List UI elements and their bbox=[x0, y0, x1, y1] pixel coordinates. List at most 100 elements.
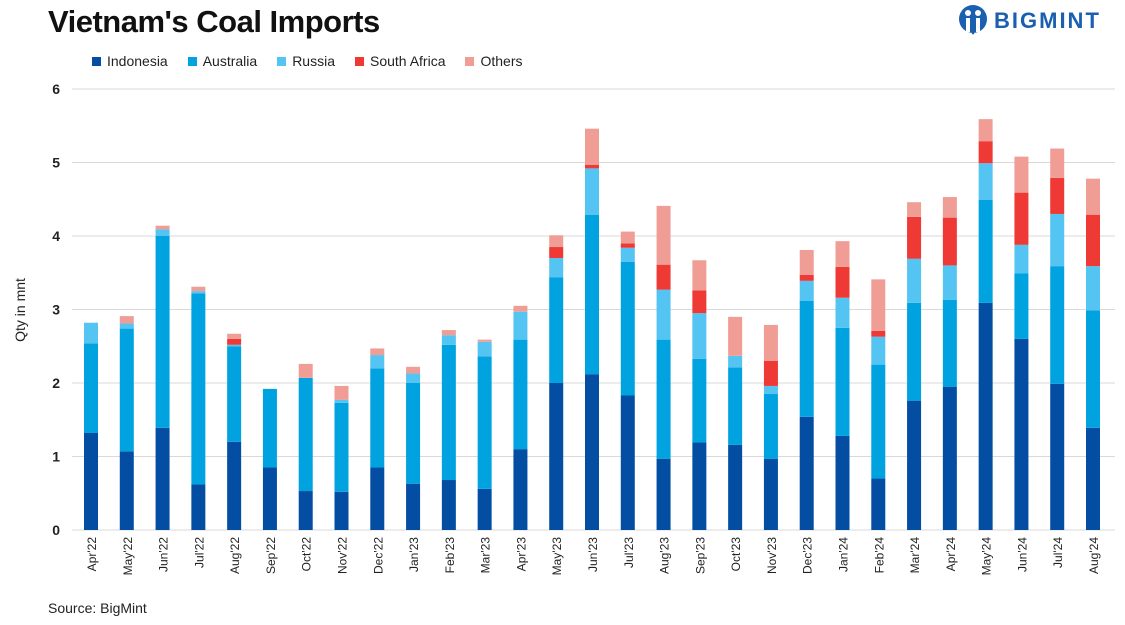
bar-segment-indonesia bbox=[370, 467, 385, 530]
x-tick-label: Nov'22 bbox=[336, 537, 350, 574]
bar-segment-others bbox=[298, 363, 313, 378]
bar-segment-australia bbox=[763, 394, 778, 459]
bar-segment-australia bbox=[871, 364, 886, 479]
x-tick-label: Apr'24 bbox=[944, 537, 958, 572]
bigmint-logo-icon bbox=[959, 5, 987, 35]
bar-segment-indonesia bbox=[728, 444, 743, 530]
bar-segment-australia bbox=[620, 261, 635, 396]
bar-segment-australia bbox=[728, 367, 743, 445]
bar-segment-others bbox=[1086, 178, 1100, 215]
x-tick-label: Jul'23 bbox=[622, 537, 636, 568]
legend-label: Russia bbox=[292, 53, 335, 69]
bar-segment-others bbox=[728, 316, 743, 356]
bar-segment-russia bbox=[334, 399, 349, 403]
bar-segment-indonesia bbox=[835, 435, 850, 530]
bar-segment-russia bbox=[763, 385, 778, 395]
x-tick-label: Apr'22 bbox=[85, 537, 99, 572]
bar-segment-others bbox=[835, 241, 850, 267]
bar-segment-australia bbox=[835, 327, 850, 436]
x-tick-label: May'24 bbox=[980, 537, 994, 576]
bar-segment-indonesia bbox=[406, 483, 421, 530]
bar-segment-others bbox=[1014, 156, 1029, 193]
bar-segment-russia bbox=[907, 258, 922, 303]
bar-segment-south-africa bbox=[549, 247, 564, 259]
legend-item-others: Others bbox=[465, 53, 523, 69]
legend-item-russia: Russia bbox=[277, 53, 335, 69]
bar-segment-others bbox=[620, 231, 635, 244]
bar-segment-south-africa bbox=[656, 264, 671, 290]
x-tick-label: Apr'23 bbox=[514, 537, 528, 572]
bar-segment-indonesia bbox=[227, 441, 242, 530]
x-tick-label: Mar'24 bbox=[908, 537, 922, 574]
x-tick-label: Mar'23 bbox=[479, 537, 493, 574]
x-tick-label: Oct'22 bbox=[300, 537, 314, 572]
x-tick-label: Oct'23 bbox=[729, 537, 743, 572]
bar-segment-australia bbox=[549, 277, 564, 383]
x-tick-label: Aug'23 bbox=[658, 537, 672, 574]
bar-segment-indonesia bbox=[763, 458, 778, 530]
legend-label: South Africa bbox=[369, 53, 446, 69]
x-tick-label: Aug'22 bbox=[228, 537, 242, 574]
bar-segment-russia bbox=[942, 265, 957, 300]
bar-segment-australia bbox=[1014, 273, 1029, 339]
bar-segment-australia bbox=[191, 293, 206, 485]
bar-segment-russia bbox=[477, 341, 492, 357]
bar-segment-indonesia bbox=[1086, 427, 1100, 530]
bar-segment-australia bbox=[477, 356, 492, 489]
y-tick-label: 6 bbox=[52, 81, 60, 97]
x-tick-label: Nov'23 bbox=[765, 537, 779, 574]
bar-segment-south-africa bbox=[585, 164, 599, 169]
x-tick-label: Jun'23 bbox=[586, 537, 600, 572]
bar-segment-australia bbox=[334, 402, 349, 492]
bar-segment-south-africa bbox=[835, 266, 850, 298]
bar-segment-russia bbox=[370, 355, 385, 369]
bar-segment-others bbox=[692, 260, 707, 291]
bar-segment-others bbox=[978, 119, 993, 142]
bar-segment-australia bbox=[656, 339, 671, 459]
bar-segment-south-africa bbox=[1050, 177, 1065, 214]
legend-swatch bbox=[465, 56, 475, 66]
bar-segment-south-africa bbox=[978, 141, 993, 164]
bar-segment-australia bbox=[298, 377, 313, 492]
bar-segment-others bbox=[871, 279, 886, 331]
x-tick-label: Jan'23 bbox=[407, 537, 421, 572]
bar-segment-others bbox=[763, 324, 778, 361]
x-tick-label: Feb'24 bbox=[872, 537, 886, 574]
y-tick-label: 3 bbox=[52, 302, 60, 318]
bar-segment-indonesia bbox=[942, 386, 957, 530]
bar-segment-indonesia bbox=[84, 432, 98, 530]
legend-label: Indonesia bbox=[107, 53, 168, 69]
bar-segment-australia bbox=[406, 383, 421, 484]
bar-segment-australia bbox=[262, 388, 277, 468]
bar-segment-others bbox=[656, 205, 671, 265]
x-tick-label: Feb'23 bbox=[443, 537, 457, 574]
bar-segment-others bbox=[191, 286, 206, 292]
legend-item-indonesia: Indonesia bbox=[92, 53, 168, 69]
bar-segment-indonesia bbox=[692, 442, 707, 530]
legend-swatch bbox=[187, 56, 197, 66]
bar-segment-others bbox=[585, 128, 599, 165]
bar-segment-russia bbox=[1014, 244, 1029, 274]
bar-segment-others bbox=[334, 385, 349, 400]
x-tick-label: Aug'24 bbox=[1087, 537, 1101, 574]
bar-segment-south-africa bbox=[763, 360, 778, 386]
bar-segment-indonesia bbox=[620, 395, 635, 530]
bar-segment-russia bbox=[656, 289, 671, 340]
bar-segment-russia bbox=[441, 335, 456, 345]
bar-segment-australia bbox=[1086, 310, 1100, 428]
bigmint-logo: BIGMINT bbox=[958, 4, 1101, 38]
bar-segment-indonesia bbox=[441, 480, 456, 530]
bar-segment-russia bbox=[585, 168, 599, 215]
bar-segment-russia bbox=[1086, 266, 1100, 311]
bar-segment-indonesia bbox=[656, 458, 671, 530]
chart-title: Vietnam's Coal Imports bbox=[48, 4, 380, 39]
legend-label: Australia bbox=[202, 53, 258, 69]
bar-segment-indonesia bbox=[298, 491, 313, 530]
bar-segment-australia bbox=[907, 302, 922, 401]
bar-segment-russia bbox=[84, 322, 98, 344]
bar-segment-indonesia bbox=[191, 484, 206, 530]
bar-segment-others bbox=[477, 339, 492, 342]
bar-segment-indonesia bbox=[155, 427, 170, 530]
y-tick-label: 2 bbox=[52, 375, 60, 391]
bar-segment-russia bbox=[620, 247, 635, 262]
